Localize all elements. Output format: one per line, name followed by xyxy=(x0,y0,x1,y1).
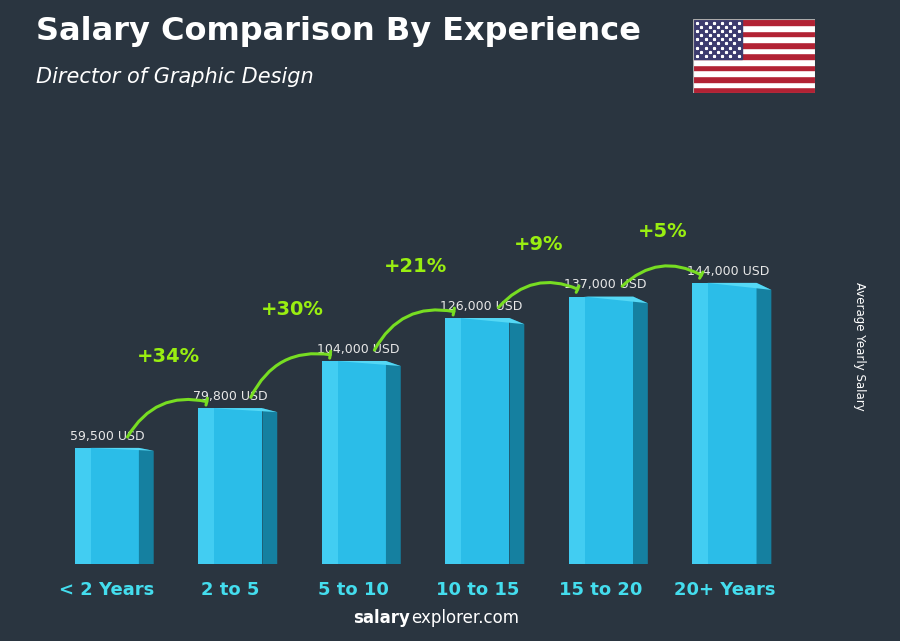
Polygon shape xyxy=(446,318,509,564)
Bar xyxy=(693,19,814,25)
Text: salary: salary xyxy=(353,609,410,627)
Text: 137,000 USD: 137,000 USD xyxy=(563,278,646,292)
Polygon shape xyxy=(757,283,771,564)
Text: 79,800 USD: 79,800 USD xyxy=(194,390,268,403)
Polygon shape xyxy=(321,361,400,366)
Polygon shape xyxy=(263,408,277,564)
Polygon shape xyxy=(321,361,386,564)
Polygon shape xyxy=(139,448,154,564)
Bar xyxy=(693,53,814,59)
Polygon shape xyxy=(321,361,338,564)
Polygon shape xyxy=(446,318,462,564)
Bar xyxy=(693,31,814,37)
Bar xyxy=(693,42,814,47)
Bar xyxy=(693,71,814,76)
Bar xyxy=(693,47,814,53)
Text: +9%: +9% xyxy=(515,235,564,254)
Bar xyxy=(693,37,814,42)
Text: +30%: +30% xyxy=(261,300,323,319)
Polygon shape xyxy=(569,297,648,303)
Text: +34%: +34% xyxy=(137,347,200,366)
Polygon shape xyxy=(692,283,708,564)
Polygon shape xyxy=(75,448,91,564)
Polygon shape xyxy=(509,318,525,564)
Bar xyxy=(693,19,742,59)
Bar xyxy=(693,25,814,31)
Text: +21%: +21% xyxy=(384,257,447,276)
Polygon shape xyxy=(75,448,139,564)
Polygon shape xyxy=(198,408,277,412)
Text: explorer.com: explorer.com xyxy=(411,609,519,627)
Text: Average Yearly Salary: Average Yearly Salary xyxy=(853,282,866,410)
Polygon shape xyxy=(692,283,771,290)
Bar xyxy=(693,87,814,93)
Polygon shape xyxy=(569,297,585,564)
Polygon shape xyxy=(633,297,648,564)
Polygon shape xyxy=(75,448,154,451)
Polygon shape xyxy=(198,408,214,564)
Text: 104,000 USD: 104,000 USD xyxy=(317,343,400,356)
Text: 59,500 USD: 59,500 USD xyxy=(69,430,144,443)
Text: +5%: +5% xyxy=(638,222,688,240)
Bar xyxy=(693,65,814,71)
Polygon shape xyxy=(198,408,263,564)
Polygon shape xyxy=(386,361,400,564)
Polygon shape xyxy=(446,318,525,324)
Bar xyxy=(693,59,814,65)
Text: Salary Comparison By Experience: Salary Comparison By Experience xyxy=(36,16,641,47)
Polygon shape xyxy=(692,283,757,564)
Bar xyxy=(693,76,814,81)
Bar xyxy=(693,81,814,87)
Text: Director of Graphic Design: Director of Graphic Design xyxy=(36,67,314,87)
Text: 126,000 USD: 126,000 USD xyxy=(440,300,523,313)
Text: 144,000 USD: 144,000 USD xyxy=(688,265,770,278)
Polygon shape xyxy=(569,297,633,564)
